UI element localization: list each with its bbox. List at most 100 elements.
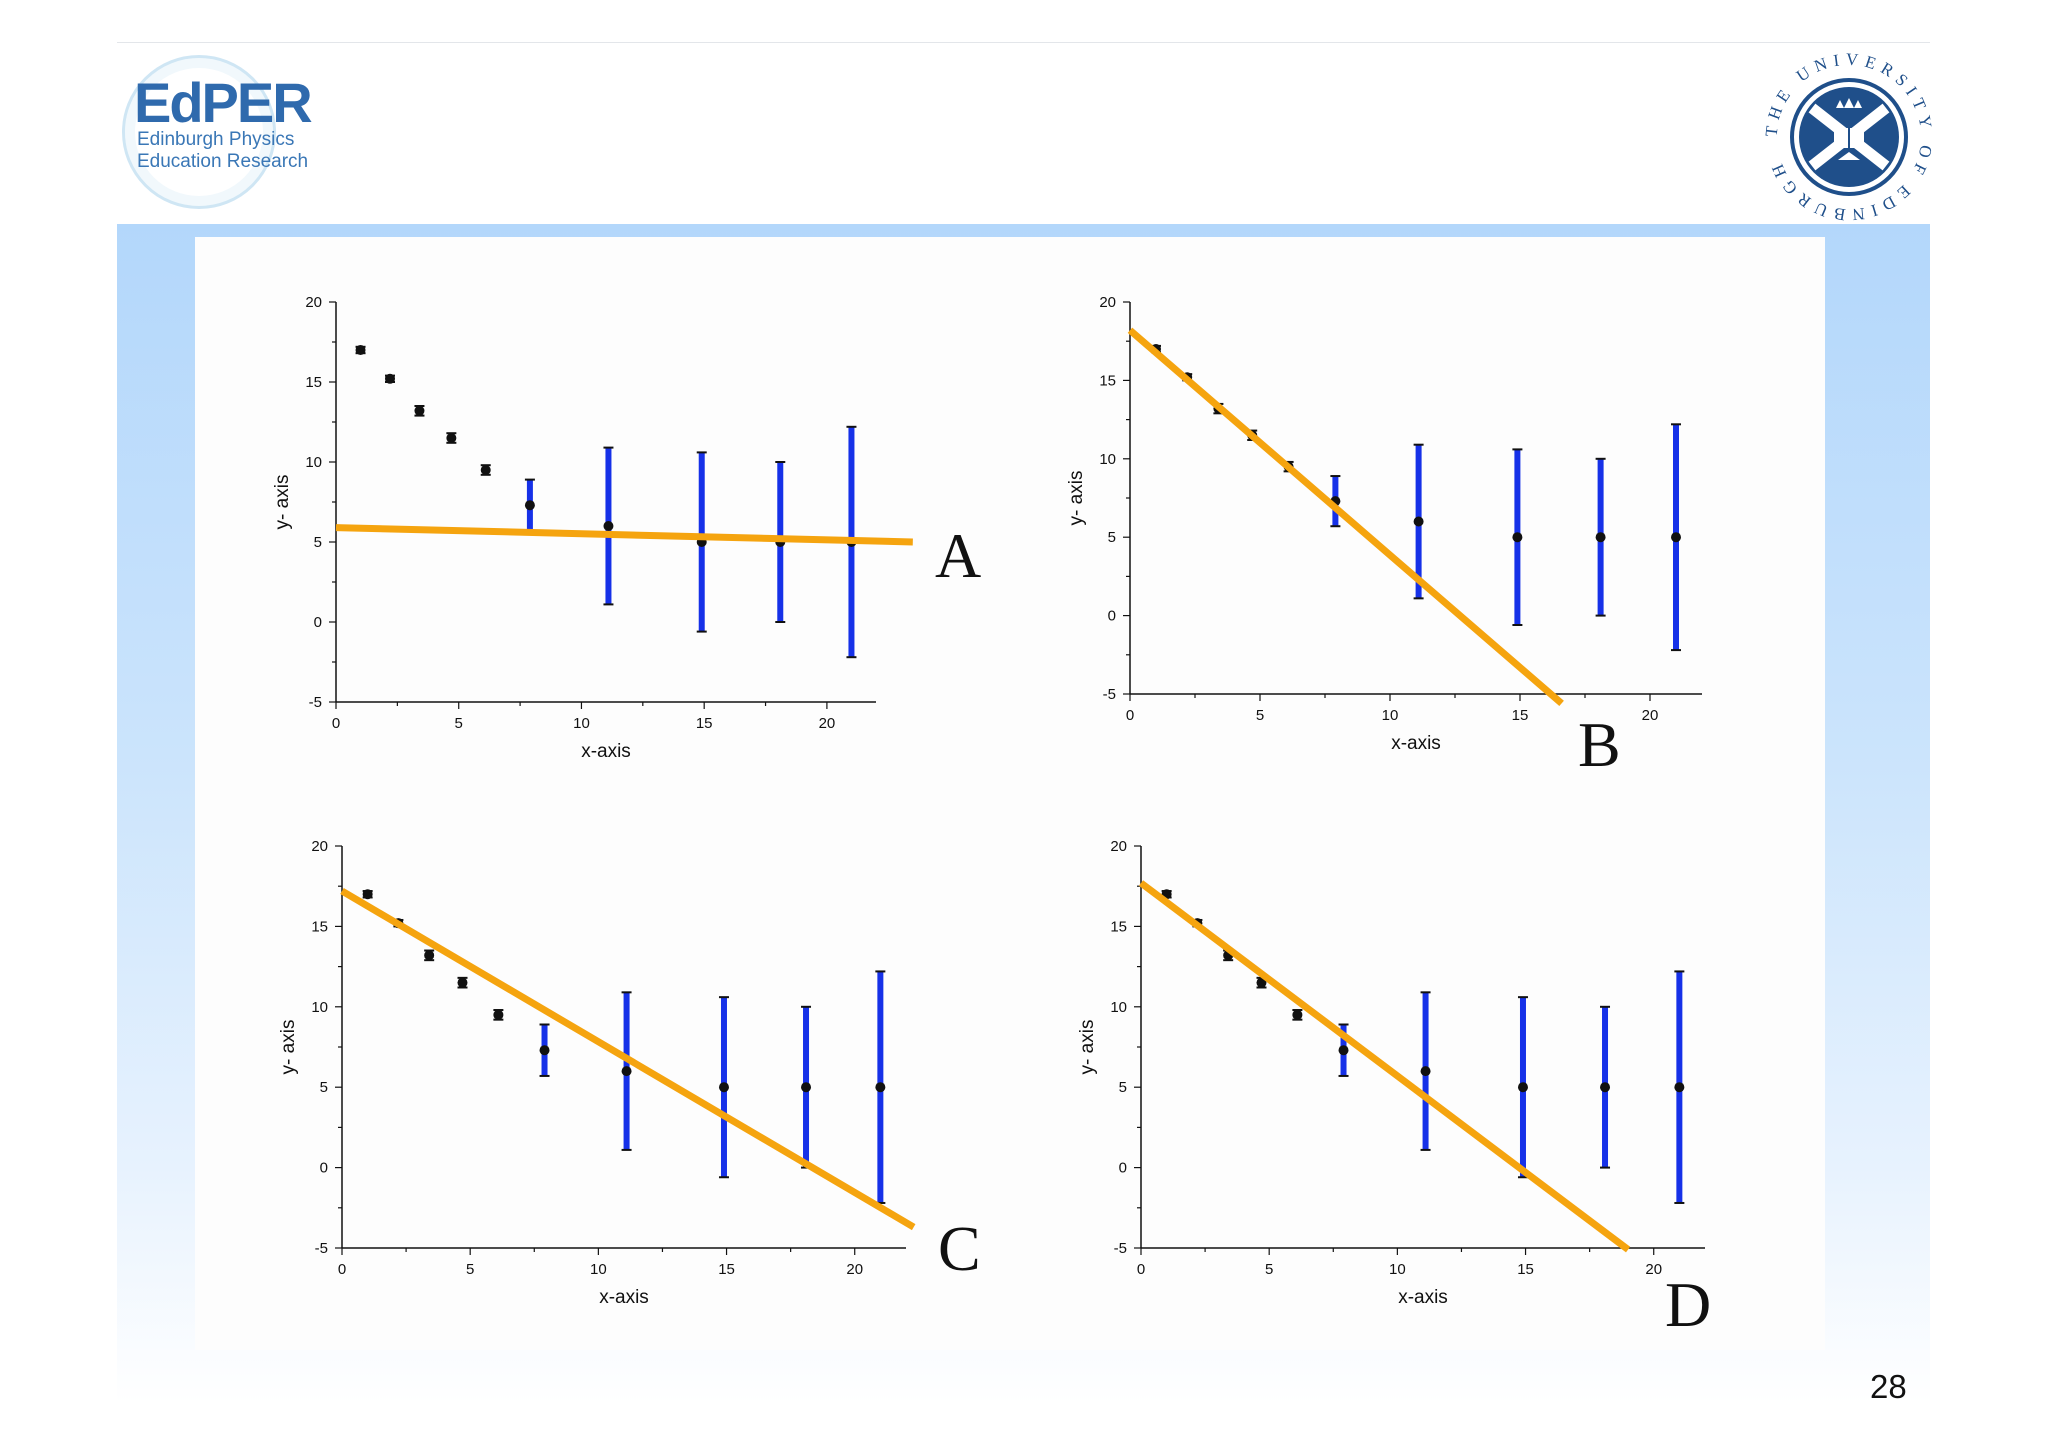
y-tick-label: 15 xyxy=(1110,918,1127,935)
data-point xyxy=(1512,532,1523,543)
chart-b: 0 5 10 15 20 -5 0 5 10 15 20 x-axis y- axis B xyxy=(1066,294,1702,780)
x-tick-label: 0 xyxy=(332,715,340,732)
data-point xyxy=(1292,1009,1303,1020)
chart-c: 0 5 10 15 20 -5 0 5 10 15 20 x-axis y- axis C xyxy=(278,838,981,1308)
y-tick-label: 0 xyxy=(314,614,322,631)
x-tick-label: 15 xyxy=(696,715,713,732)
data-point xyxy=(1413,516,1424,527)
data-point xyxy=(1600,1082,1611,1093)
y-tick-label: 0 xyxy=(1119,1160,1127,1177)
y-tick-label: 15 xyxy=(305,374,322,391)
y-tick-label: -5 xyxy=(1114,1240,1127,1257)
y-tick-label: -5 xyxy=(1103,686,1116,703)
y-axis-title: y- axis xyxy=(1077,1020,1098,1075)
data-point xyxy=(1671,532,1681,543)
data-point xyxy=(718,1082,729,1093)
x-tick-label: 0 xyxy=(1137,1261,1145,1278)
x-tick-label: 5 xyxy=(1265,1261,1273,1278)
x-tick-label: 10 xyxy=(1389,1261,1406,1278)
y-tick-label: 15 xyxy=(1099,372,1116,389)
panel-letter-c: C xyxy=(938,1213,981,1284)
data-point xyxy=(424,950,435,961)
y-tick-label: 0 xyxy=(1108,608,1116,625)
x-tick-label: 20 xyxy=(846,1261,863,1278)
data-point xyxy=(1595,532,1606,543)
edper-logo: EdPER Edinburgh Physics Education Resear… xyxy=(118,55,328,215)
x-tick-label: 0 xyxy=(1126,707,1134,724)
x-tick-label: 5 xyxy=(466,1261,474,1278)
data-point xyxy=(621,1066,632,1077)
y-axis-title: y- axis xyxy=(272,475,293,530)
fit-line xyxy=(1127,327,1564,707)
data-point xyxy=(385,373,395,384)
data-point xyxy=(524,500,535,511)
data-point xyxy=(1517,1082,1528,1093)
page-number: 28 xyxy=(1870,1368,1907,1405)
data-point xyxy=(801,1082,812,1093)
x-tick-label: 15 xyxy=(1512,707,1529,724)
data-point xyxy=(414,405,425,416)
y-tick-label: 20 xyxy=(311,838,328,855)
x-tick-label: 5 xyxy=(1256,707,1264,724)
data-point xyxy=(1420,1066,1431,1077)
chart-a: 0 5 10 15 20 -5 0 5 10 15 20 x-axis y- axis A xyxy=(272,294,981,762)
x-tick-label: 10 xyxy=(573,715,590,732)
x-tick-label: 20 xyxy=(819,715,836,732)
x-axis-title: x-axis xyxy=(599,1287,649,1308)
edper-logo-subtitle-line1: Edinburgh Physics xyxy=(137,129,295,150)
fit-line xyxy=(340,888,916,1231)
y-tick-label: 10 xyxy=(1110,999,1127,1016)
x-tick-label: 0 xyxy=(338,1261,346,1278)
data-point xyxy=(1674,1082,1685,1093)
x-axis-title: x-axis xyxy=(1391,733,1441,754)
edper-logo-title: EdPER xyxy=(134,71,313,134)
x-tick-label: 20 xyxy=(1645,1261,1662,1278)
y-tick-label: -5 xyxy=(315,1240,328,1257)
y-tick-label: 20 xyxy=(305,294,322,311)
x-tick-label: 15 xyxy=(1517,1261,1534,1278)
data-point xyxy=(457,977,468,988)
y-tick-label: 15 xyxy=(311,918,328,935)
y-tick-label: 5 xyxy=(314,534,322,551)
data-point xyxy=(539,1045,550,1056)
fit-line xyxy=(1138,880,1631,1253)
x-axis-title: x-axis xyxy=(1398,1287,1448,1308)
x-tick-label: 10 xyxy=(590,1261,607,1278)
panel-letter-d: D xyxy=(1665,1269,1711,1340)
data-point xyxy=(446,433,457,443)
edper-logo-ring xyxy=(122,55,276,209)
university-seal-icon: THE UNIVERSITY OF EDINBURGH xyxy=(1762,50,1931,225)
y-tick-label: 10 xyxy=(311,999,328,1016)
x-tick-label: 15 xyxy=(718,1261,735,1278)
data-point xyxy=(875,1082,886,1093)
x-tick-label: 5 xyxy=(455,715,463,732)
y-tick-label: 5 xyxy=(320,1079,328,1096)
header-divider xyxy=(117,42,1930,43)
y-tick-label: 20 xyxy=(1110,838,1127,855)
y-tick-label: 5 xyxy=(1119,1079,1127,1096)
x-tick-label: 10 xyxy=(1382,707,1399,724)
y-tick-label: 5 xyxy=(1108,529,1116,546)
y-tick-label: 0 xyxy=(320,1160,328,1177)
data-point xyxy=(362,889,373,900)
y-tick-label: -5 xyxy=(309,694,322,711)
y-axis-title: y- axis xyxy=(1066,471,1087,526)
data-point xyxy=(1256,977,1267,988)
y-tick-label: 10 xyxy=(305,454,322,471)
y-tick-label: 10 xyxy=(1099,451,1116,468)
data-point xyxy=(1338,1045,1349,1056)
data-point xyxy=(480,465,491,475)
x-tick-label: 20 xyxy=(1642,707,1659,724)
x-axis-title: x-axis xyxy=(581,741,631,762)
y-axis-title: y- axis xyxy=(278,1020,299,1075)
data-point xyxy=(493,1009,504,1020)
fit-line xyxy=(335,524,913,546)
charts-panel xyxy=(195,237,1825,1350)
data-point xyxy=(355,345,366,355)
data-point xyxy=(603,521,614,531)
edper-logo-subtitle-line2: Education Research xyxy=(137,151,309,172)
y-tick-label: 20 xyxy=(1099,294,1116,311)
panel-letter-b: B xyxy=(1578,709,1621,780)
chart-d: 0 5 10 15 20 -5 0 5 10 15 20 x-axis y- axis D xyxy=(1077,838,1711,1340)
